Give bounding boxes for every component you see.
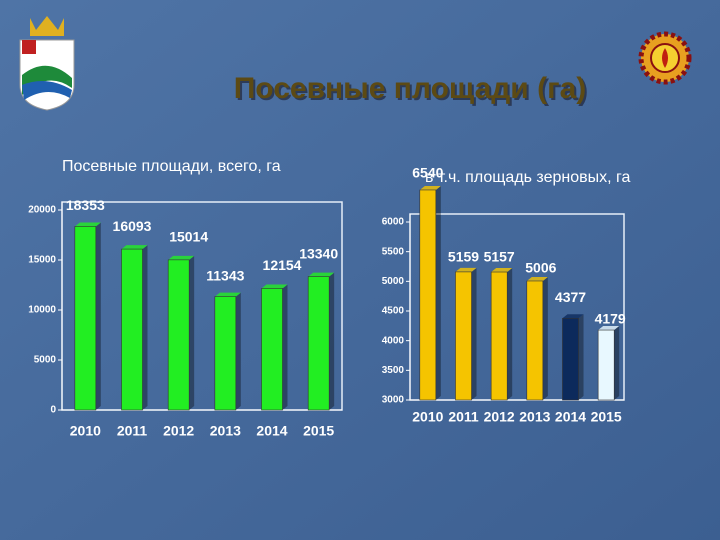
bar-side — [329, 272, 335, 410]
bar-top — [562, 314, 584, 319]
bar-top — [74, 222, 101, 227]
x-tick-label: 2012 — [484, 409, 515, 425]
y-tick-label: 20000 — [28, 205, 56, 216]
bar-side — [507, 268, 513, 400]
chart-title: Посевные площади, всего, га — [62, 158, 281, 175]
data-label: 5157 — [484, 249, 515, 265]
x-tick-label: 2015 — [303, 423, 334, 439]
slide-title: Посевные площади (га) — [234, 72, 587, 105]
bar-side — [578, 314, 584, 400]
bar-top — [261, 284, 288, 289]
x-tick-label: 2010 — [70, 423, 101, 439]
y-tick-label: 5500 — [382, 246, 405, 257]
y-tick-label: 4000 — [382, 335, 405, 346]
bar-top — [168, 255, 195, 260]
bar-side — [189, 255, 195, 410]
bar — [562, 317, 579, 401]
bar — [261, 288, 283, 411]
data-label: 12154 — [263, 257, 302, 273]
y-tick-label: 5000 — [34, 355, 57, 366]
data-label: 13340 — [299, 245, 338, 261]
bar-top — [526, 276, 548, 281]
bar-side — [471, 267, 477, 400]
bar — [214, 296, 237, 411]
data-label: 5159 — [448, 249, 479, 265]
bar — [121, 248, 143, 411]
y-tick-label: 6000 — [382, 217, 405, 228]
y-tick-label: 3500 — [382, 365, 405, 376]
y-tick-label: 10000 — [28, 305, 56, 316]
x-tick-label: 2011 — [117, 423, 148, 439]
data-label: 4377 — [555, 289, 586, 305]
bar-top — [491, 268, 513, 273]
emblem — [638, 31, 692, 85]
data-label: 16093 — [113, 218, 152, 234]
x-tick-label: 2013 — [210, 423, 241, 439]
bar-top — [121, 245, 148, 250]
bar-top — [455, 267, 477, 272]
y-tick-label: 3000 — [382, 395, 405, 406]
data-label: 4179 — [595, 311, 626, 327]
x-tick-label: 2011 — [448, 409, 479, 425]
x-tick-label: 2013 — [519, 409, 550, 425]
bar — [455, 271, 472, 401]
coat-of-arms — [19, 16, 75, 111]
chart-title: в т.ч. площадь зерновых, га — [425, 169, 630, 186]
bar-side — [542, 276, 548, 400]
bar — [419, 189, 437, 401]
y-tick-label: 5000 — [382, 276, 405, 287]
data-label: 11343 — [206, 267, 244, 283]
bar-side — [435, 185, 441, 400]
x-tick-label: 2010 — [412, 409, 443, 425]
data-label: 15014 — [169, 229, 208, 245]
x-tick-label: 2015 — [591, 409, 622, 425]
data-label: 5006 — [525, 260, 556, 276]
bar-side — [282, 284, 288, 410]
bar-side — [235, 292, 241, 410]
title-shadow: Посевные площади (га) — [236, 74, 589, 107]
bar-side — [614, 326, 620, 400]
y-tick-label: 15000 — [28, 255, 56, 266]
bar-side — [142, 245, 148, 410]
x-tick-label: 2014 — [256, 423, 287, 439]
bar — [167, 259, 190, 411]
bar-top — [598, 326, 620, 331]
bar — [490, 271, 508, 401]
bar-top — [419, 185, 441, 190]
bar — [597, 329, 615, 401]
bar — [307, 276, 330, 411]
y-tick-label: 4500 — [382, 306, 405, 317]
bar — [74, 226, 97, 411]
x-tick-label: 2014 — [555, 409, 586, 425]
data-label: 18353 — [66, 197, 105, 213]
y-tick-label: 0 — [50, 405, 56, 416]
data-label: 6540 — [412, 165, 443, 181]
x-tick-label: 2012 — [163, 423, 194, 439]
bar-top — [308, 272, 335, 277]
bar — [526, 280, 544, 401]
bar-side — [95, 222, 101, 410]
bar-top — [214, 292, 241, 297]
